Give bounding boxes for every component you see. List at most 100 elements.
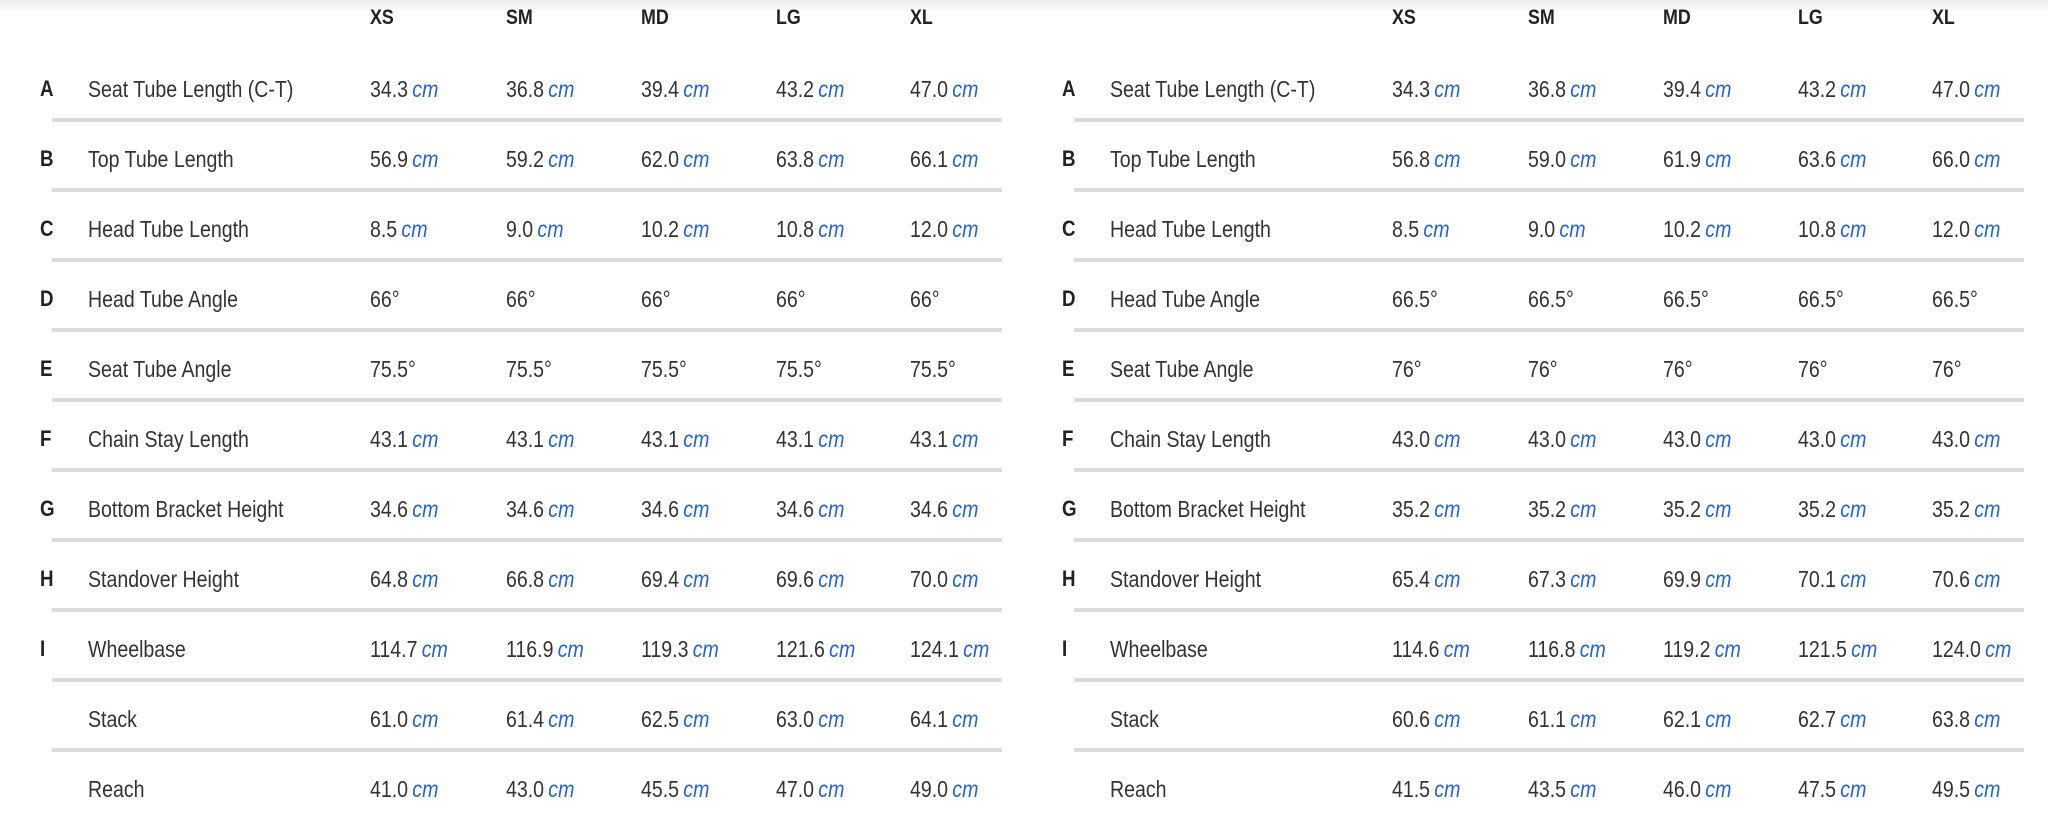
value-number: 34.6 <box>506 496 545 522</box>
size-header-md: MD <box>1663 6 1691 29</box>
value-cell: 12.0 cm <box>910 216 978 243</box>
value-unit: cm <box>1434 146 1461 172</box>
value-number: 43.1 <box>641 426 680 452</box>
value-number: 76° <box>1798 356 1828 382</box>
value-unit: cm <box>1559 216 1586 242</box>
value-unit: cm <box>421 636 448 662</box>
value-number: 66.5° <box>1932 286 1978 312</box>
row-letter: E <box>1062 356 1075 381</box>
value-cell: 41.0 cm <box>370 776 438 803</box>
value-cell: 34.3 cm <box>1392 76 1460 103</box>
value-number: 45.5 <box>641 776 680 802</box>
value-cell: 63.0 cm <box>776 706 844 733</box>
row-letter: G <box>40 496 55 521</box>
value-unit: cm <box>952 496 979 522</box>
value-cell: 35.2 cm <box>1932 496 2000 523</box>
value-cell: 75.5° <box>370 356 416 383</box>
value-cell: 63.8 cm <box>776 146 844 173</box>
value-unit: cm <box>548 706 575 732</box>
value-cell: 36.8 cm <box>1528 76 1596 103</box>
value-unit: cm <box>1840 426 1867 452</box>
value-unit: cm <box>963 636 990 662</box>
table-row: E Seat Tube Angle 76° 76° 76° 76° 76° <box>1022 332 2032 402</box>
value-number: 61.9 <box>1663 146 1702 172</box>
value-number: 61.4 <box>506 706 545 732</box>
value-number: 66.8 <box>506 566 545 592</box>
value-number: 49.5 <box>1932 776 1971 802</box>
value-cell: 10.8 cm <box>776 216 844 243</box>
value-cell: 76° <box>1528 356 1558 383</box>
row-label: Seat Tube Angle <box>1110 356 1254 382</box>
value-cell: 69.6 cm <box>776 566 844 593</box>
value-unit: cm <box>1570 776 1597 802</box>
value-cell: 43.2 cm <box>1798 76 1866 103</box>
value-cell: 47.0 cm <box>1932 76 2000 103</box>
geometry-table-left: XS SM MD LG XL A Seat Tube Length (C-T) 34.3 cm 3… <box>0 0 1010 833</box>
value-number: 35.2 <box>1528 496 1567 522</box>
size-header-sm: SM <box>1528 6 1555 29</box>
value-unit: cm <box>1840 496 1867 522</box>
value-unit: cm <box>1570 566 1597 592</box>
row-label: Top Tube Length <box>88 146 234 172</box>
value-unit: cm <box>1840 776 1867 802</box>
value-unit: cm <box>952 76 979 102</box>
value-number: 43.0 <box>1663 426 1702 452</box>
value-unit: cm <box>412 496 439 522</box>
value-cell: 64.8 cm <box>370 566 438 593</box>
value-cell: 59.2 cm <box>506 146 574 173</box>
value-number: 62.5 <box>641 706 680 732</box>
value-number: 66.5° <box>1392 286 1438 312</box>
value-number: 66° <box>506 286 536 312</box>
value-unit: cm <box>1705 566 1732 592</box>
row-separator <box>52 678 1002 682</box>
value-number: 64.1 <box>910 706 949 732</box>
row-separator <box>1074 608 2024 612</box>
value-number: 69.9 <box>1663 566 1702 592</box>
row-label: Stack <box>1110 706 1159 732</box>
value-cell: 43.0 cm <box>506 776 574 803</box>
value-number: 75.5° <box>370 356 416 382</box>
value-unit: cm <box>1974 426 2001 452</box>
size-header-lg: LG <box>776 6 801 29</box>
value-cell: 66.1 cm <box>910 146 978 173</box>
value-number: 63.8 <box>776 146 815 172</box>
row-letter: B <box>40 146 54 171</box>
value-number: 9.0 <box>506 216 534 242</box>
value-cell: 10.8 cm <box>1798 216 1866 243</box>
value-unit: cm <box>1443 636 1470 662</box>
row-letter: D <box>40 286 54 311</box>
value-number: 43.5 <box>1528 776 1567 802</box>
value-unit: cm <box>683 76 710 102</box>
value-number: 47.0 <box>910 76 949 102</box>
row-label: Bottom Bracket Height <box>1110 496 1306 522</box>
value-unit: cm <box>1434 496 1461 522</box>
row-label: Top Tube Length <box>1110 146 1256 172</box>
value-number: 43.2 <box>776 76 815 102</box>
value-number: 67.3 <box>1528 566 1567 592</box>
value-unit: cm <box>952 216 979 242</box>
value-number: 119.2 <box>1663 636 1711 662</box>
row-label: Chain Stay Length <box>1110 426 1271 452</box>
value-cell: 66.0 cm <box>1932 146 2000 173</box>
value-unit: cm <box>818 146 845 172</box>
table-row: F Chain Stay Length 43.1 cm 43.1 cm 43.1 cm 43.1… <box>0 402 1010 472</box>
value-number: 10.8 <box>776 216 815 242</box>
value-cell: 119.2 cm <box>1663 636 1741 663</box>
value-unit: cm <box>952 566 979 592</box>
value-unit: cm <box>952 426 979 452</box>
row-separator <box>52 258 1002 262</box>
value-number: 76° <box>1392 356 1422 382</box>
value-cell: 8.5 cm <box>1392 216 1450 243</box>
value-number: 116.9 <box>506 636 554 662</box>
row-label: Bottom Bracket Height <box>88 496 284 522</box>
value-unit: cm <box>548 776 575 802</box>
table-row: C Head Tube Length 8.5 cm 9.0 cm 10.2 cm 10.8 cm 1… <box>1022 192 2032 262</box>
row-label: Head Tube Length <box>1110 216 1271 242</box>
table-row: Reach 41.5 cm 43.5 cm 46.0 cm 47.5 cm 49.5 cm <box>1022 752 2032 822</box>
row-separator <box>1074 538 2024 542</box>
value-number: 39.4 <box>1663 76 1702 102</box>
value-cell: 69.9 cm <box>1663 566 1731 593</box>
value-unit: cm <box>1434 566 1461 592</box>
row-separator <box>1074 468 2024 472</box>
value-number: 114.6 <box>1392 636 1440 662</box>
